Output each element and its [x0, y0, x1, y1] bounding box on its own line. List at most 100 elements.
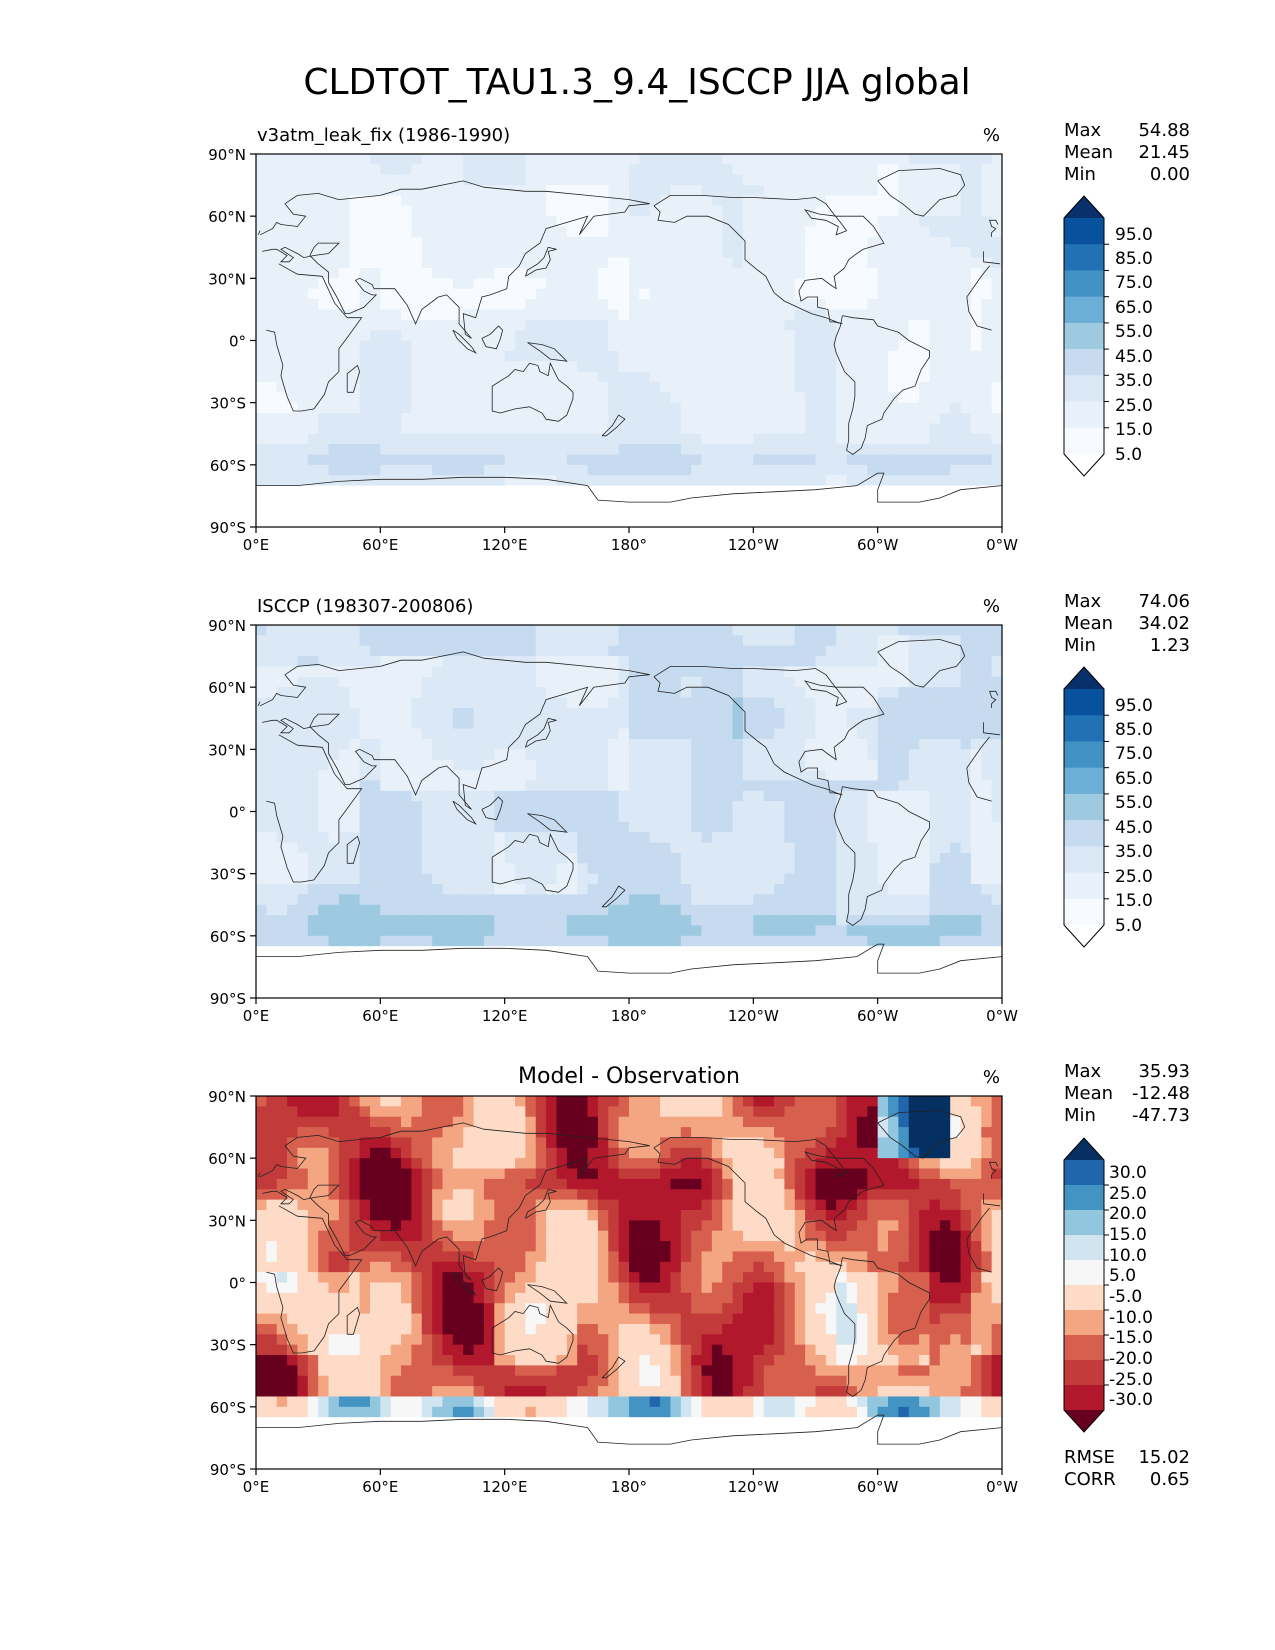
- heatmap-cell: [504, 506, 516, 518]
- heatmap-cell: [846, 894, 858, 906]
- heatmap-cell: [970, 174, 982, 186]
- heatmap-cell: [256, 195, 267, 207]
- heatmap-cell: [970, 925, 982, 937]
- heatmap-cell: [390, 832, 402, 843]
- heatmap-cell: [629, 247, 640, 259]
- heatmap-cell: [711, 935, 723, 947]
- heatmap-cell: [888, 381, 899, 393]
- heatmap-cell: [276, 185, 288, 196]
- heatmap-cell: [287, 350, 298, 362]
- heatmap-cell: [597, 666, 609, 678]
- heatmap-cell: [680, 247, 692, 259]
- heatmap-cell: [535, 402, 547, 414]
- heatmap-cell: [525, 454, 537, 466]
- heatmap-cell: [649, 894, 661, 906]
- heatmap-cell: [525, 340, 537, 352]
- heatmap-cell: [908, 319, 920, 331]
- heatmap-cell: [836, 205, 847, 217]
- heatmap-cell: [380, 267, 392, 279]
- heatmap-cell: [452, 780, 464, 792]
- heatmap-cell: [618, 516, 630, 527]
- heatmap-cell: [970, 946, 982, 957]
- heatmap-cell: [732, 676, 744, 688]
- heatmap-cell: [629, 381, 640, 393]
- heatmap-cell: [660, 154, 671, 165]
- heatmap-cell: [432, 915, 443, 926]
- heatmap-cell: [442, 842, 454, 854]
- heatmap-cell: [318, 935, 329, 947]
- heatmap-cell: [338, 340, 350, 352]
- heatmap-cell: [888, 185, 899, 196]
- heatmap-cell: [276, 656, 288, 667]
- heatmap-cell: [525, 185, 537, 196]
- heatmap-cell: [328, 236, 340, 248]
- heatmap-cell: [846, 728, 858, 740]
- heatmap-cell: [815, 319, 827, 331]
- heatmap-cell: [898, 749, 910, 761]
- heatmap-cell: [774, 154, 785, 165]
- heatmap-cell: [349, 697, 361, 709]
- heatmap-cell: [380, 925, 392, 937]
- heatmap-cell: [701, 863, 713, 875]
- heatmap-cell: [328, 749, 340, 761]
- heatmap-cell: [494, 257, 506, 269]
- heatmap-cell: [256, 413, 267, 424]
- heatmap-cell: [794, 749, 806, 761]
- heatmap-cell: [349, 625, 361, 636]
- heatmap-cell: [608, 635, 620, 647]
- heatmap-cell: [380, 361, 392, 372]
- heatmap-cell: [742, 759, 754, 771]
- heatmap-cell: [877, 635, 889, 647]
- heatmap-cell: [639, 645, 651, 657]
- heatmap-cell: [991, 749, 1002, 761]
- heatmap-cell: [774, 278, 785, 290]
- heatmap-cell: [556, 361, 568, 372]
- heatmap-cell: [981, 350, 993, 362]
- heatmap-cell: [276, 790, 288, 802]
- heatmap-cell: [369, 371, 381, 383]
- heatmap-cell: [380, 423, 392, 435]
- heatmap-cell: [888, 770, 899, 781]
- heatmap-cell: [618, 749, 630, 761]
- heatmap-cell: [349, 164, 361, 176]
- heatmap-cell: [546, 340, 557, 352]
- heatmap-cell: [939, 299, 951, 310]
- heatmap-cell: [929, 444, 941, 455]
- heatmap-cell: [359, 185, 371, 196]
- heatmap-cell: [618, 495, 630, 507]
- heatmap-cell: [411, 749, 423, 761]
- heatmap-cell: [981, 402, 993, 414]
- heatmap-cell: [877, 299, 889, 310]
- heatmap-cell: [318, 852, 329, 864]
- heatmap-cell: [763, 174, 775, 186]
- heatmap-cell: [805, 801, 816, 812]
- heatmap-cell: [463, 267, 474, 279]
- heatmap-cell: [991, 946, 1002, 957]
- heatmap-cell: [587, 299, 599, 310]
- heatmap-cell: [742, 506, 754, 518]
- heatmap-cell: [680, 790, 692, 802]
- heatmap-cell: [546, 904, 557, 916]
- heatmap-cell: [256, 728, 267, 740]
- heatmap-cell: [473, 257, 485, 269]
- heatmap-cell: [452, 852, 464, 864]
- heatmap-cell: [473, 319, 485, 331]
- heatmap-cell: [774, 749, 785, 761]
- heatmap-cell: [836, 801, 847, 812]
- heatmap-cell: [877, 935, 889, 947]
- heatmap-cell: [618, 842, 630, 854]
- heatmap-cell: [742, 516, 754, 527]
- heatmap-cell: [359, 687, 371, 698]
- heatmap-cell: [401, 174, 412, 186]
- heatmap-cell: [846, 205, 858, 217]
- heatmap-cell: [660, 625, 671, 636]
- heatmap-cell: [939, 464, 951, 476]
- heatmap-cell: [711, 195, 723, 207]
- heatmap-cell: [991, 485, 1002, 497]
- heatmap-cell: [515, 226, 526, 238]
- heatmap-cell: [929, 832, 941, 843]
- heatmap-cell: [867, 635, 879, 647]
- heatmap-cell: [877, 666, 889, 678]
- heatmap-cell: [639, 216, 651, 227]
- heatmap-cell: [328, 475, 340, 486]
